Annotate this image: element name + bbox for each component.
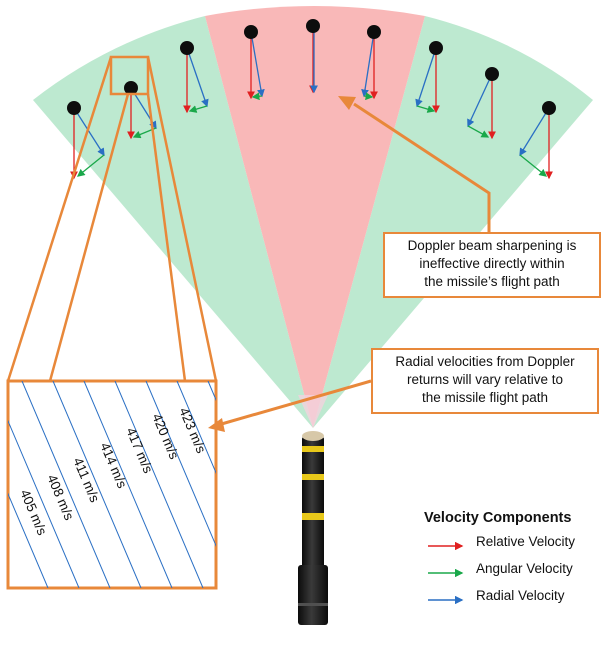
- legend-label-relative: Relative Velocity: [476, 534, 576, 549]
- callout-radial-line-2: returns will vary relative to: [406, 372, 564, 387]
- zoom-source-box: [109, 55, 150, 96]
- target-dot: [429, 41, 443, 55]
- missile: [298, 431, 328, 625]
- apex-fade: [298, 395, 328, 428]
- legend-item-angular: Angular Velocity: [418, 561, 608, 588]
- callout-radial-velocities: Radial velocities from Doppler returns w…: [371, 348, 599, 414]
- callout-dbs-line-3: the missile’s flight path: [424, 274, 560, 289]
- callout-dbs-arrowhead: [338, 96, 356, 110]
- contour-line: [83, 381, 173, 588]
- angular-velocity-arrow: [363, 92, 374, 101]
- red-arrow-icon: [428, 541, 464, 551]
- callout-dbs-pointer: [353, 102, 491, 233]
- contour-line: [8, 419, 80, 588]
- radial-velocity-arrow: [415, 47, 437, 108]
- callout-doppler-sharpening: Doppler beam sharpening is ineffective d…: [383, 232, 601, 298]
- target-dot: [244, 25, 258, 39]
- contour-line: [145, 381, 216, 547]
- zoom-line-4: [146, 93, 187, 382]
- contour-line: [52, 381, 142, 588]
- zoom-line-3: [146, 56, 218, 382]
- angular-velocity-arrow: [76, 154, 105, 177]
- inset-contour-lines: [8, 381, 216, 588]
- radial-velocity-arrow: [186, 47, 209, 108]
- callout-radial-line-3: the missile flight path: [421, 390, 549, 405]
- target-dot: [67, 101, 81, 115]
- callout-dbs-line-1: Doppler beam sharpening is: [407, 238, 577, 253]
- zoom-line-1: [6, 56, 113, 382]
- legend-label-angular: Angular Velocity: [476, 561, 573, 576]
- radial-velocity-arrow: [361, 31, 375, 98]
- blue-arrow-icon: [428, 595, 464, 605]
- target-dot: [180, 41, 194, 55]
- legend-label-radial: Radial Velocity: [476, 588, 565, 603]
- angular-velocity-arrow: [251, 92, 263, 101]
- radial-velocity-arrow: [73, 107, 105, 157]
- angular-velocity-arrow: [416, 105, 436, 113]
- target-dot: [485, 67, 499, 81]
- targets-group: [67, 19, 556, 180]
- contour-line: [8, 492, 49, 588]
- legend-item-relative: Relative Velocity: [418, 534, 608, 561]
- angular-velocity-arrow: [188, 105, 208, 113]
- contour-line: [21, 381, 111, 588]
- green-arrow-icon: [428, 568, 464, 578]
- angular-velocity-arrow: [467, 125, 490, 138]
- target-dot: [542, 101, 556, 115]
- left-sector: [33, 16, 313, 428]
- callout-radial-pointer: [217, 379, 372, 427]
- right-sector: [313, 16, 593, 428]
- contour-line: [176, 381, 216, 475]
- callout-dbs-line-2: ineffective directly within: [419, 256, 565, 271]
- radial-velocity-arrow: [519, 107, 550, 157]
- target-dot: [367, 25, 381, 39]
- callout-radial-line-1: Radial velocities from Doppler: [395, 354, 575, 369]
- radial-velocity-arrow: [467, 73, 493, 128]
- target-dot: [124, 81, 138, 95]
- contour-line: [114, 381, 204, 588]
- angular-velocity-arrow: [519, 154, 548, 177]
- legend-item-radial: Radial Velocity: [418, 588, 608, 615]
- zoom-line-2: [48, 93, 130, 382]
- inset-panel: [6, 379, 218, 590]
- radial-velocity-arrow: [250, 31, 265, 98]
- target-dot: [306, 19, 320, 33]
- legend: Velocity Components Relative Velocity An…: [418, 510, 608, 615]
- callout-radial-arrowhead: [208, 418, 225, 432]
- center-sector: [205, 6, 425, 428]
- contour-line: [207, 381, 216, 402]
- legend-title: Velocity Components: [424, 510, 572, 526]
